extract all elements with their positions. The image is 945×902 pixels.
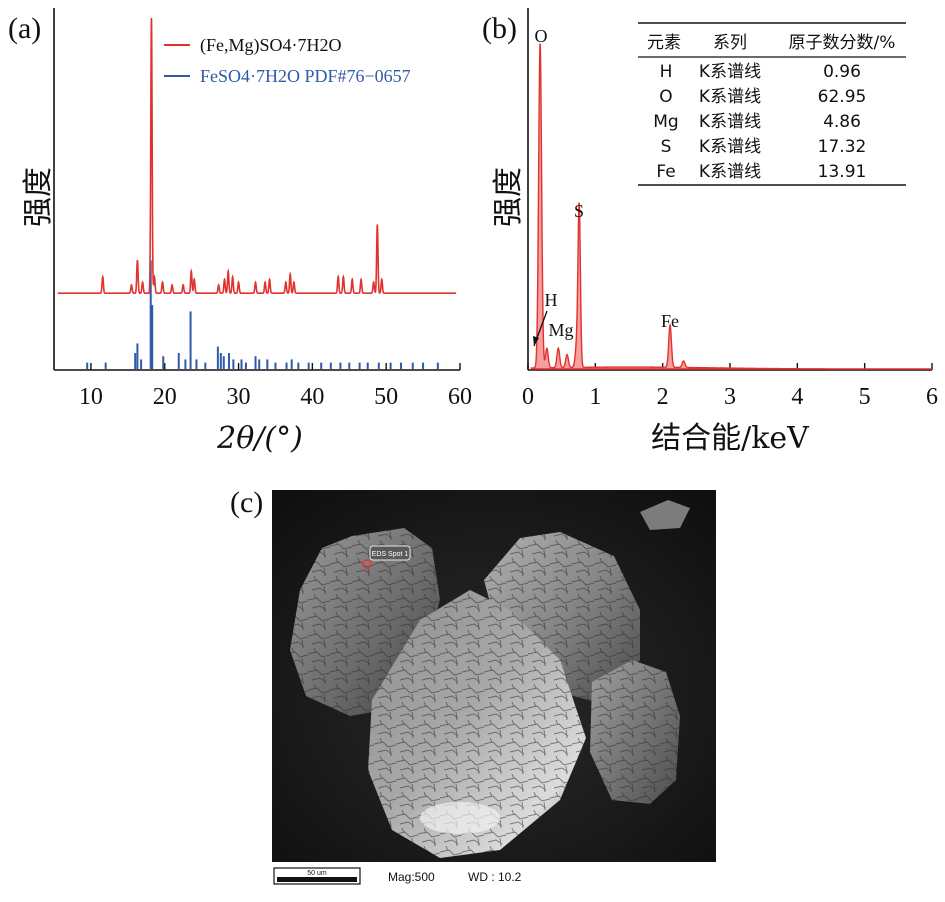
table-header-series: 系列 [713, 33, 747, 53]
sem-particle-right-texture [590, 660, 680, 804]
x-tick-label: 0 [522, 384, 534, 410]
panel-a: (a) 10 20 30 40 50 60 强度 2θ/(°) (Fe,Mg)SO4·7H… [8, 8, 472, 456]
table-cell-element: Fe [656, 162, 675, 182]
eds-spot-marker [362, 559, 372, 569]
x-tick-label: 20 [153, 384, 177, 410]
panel-a-ylabel: 强度 [21, 167, 56, 227]
table-cell-value: 4.86 [823, 112, 861, 132]
table-cell-value: 13.91 [818, 162, 867, 182]
table-cell-element: Mg [653, 112, 678, 132]
table-cell-series: K系谱线 [699, 137, 761, 157]
x-tick-label: 6 [926, 384, 938, 410]
table-cell-value: 17.32 [818, 137, 867, 157]
panel-b-label: (b) [482, 12, 517, 45]
table-row: Fe K系谱线 13.91 [656, 162, 866, 182]
table-cell-element: O [659, 87, 672, 107]
sem-highlight [420, 802, 500, 834]
panel-b: (b) 0 1 2 3 4 5 6 强度 结合能/keV O S H Mg Fe 元素 系列… [482, 8, 938, 456]
sem-particle-fragment [640, 500, 690, 530]
panel-b-xlabel: 结合能/keV [651, 421, 810, 456]
table-cell-series: K系谱线 [699, 162, 761, 182]
panel-a-x-ticks: 10 20 30 40 50 60 [79, 363, 472, 410]
panel-a-reference-sticks [86, 260, 439, 369]
peak-label-mg: Mg [548, 320, 573, 340]
panel-a-xlabel: 2θ/(°) [216, 421, 303, 456]
table-cell-element: S [661, 137, 672, 157]
x-tick-label: 40 [300, 384, 324, 410]
x-tick-label: 4 [791, 384, 803, 410]
panel-b-ylabel: 强度 [491, 167, 526, 227]
scale-bar-label: 50 um [307, 870, 327, 877]
table-row: O K系谱线 62.95 [659, 87, 866, 107]
table-row: Mg K系谱线 4.86 [653, 112, 861, 132]
panel-a-legend: (Fe,Mg)SO4·7H2O FeSO4·7H2O PDF#76−0657 [164, 35, 411, 86]
x-tick-label: 50 [374, 384, 398, 410]
legend-label-sample: (Fe,Mg)SO4·7H2O [200, 35, 342, 56]
sem-magnification: Mag:500 [388, 870, 435, 884]
composition-table: 元素 系列 原子数分数/% H K系谱线 0.96 O K系谱线 62.95 M… [638, 22, 906, 186]
table-row: H K系谱线 0.96 [660, 62, 861, 82]
x-tick-label: 3 [724, 384, 736, 410]
x-tick-label: 5 [859, 384, 871, 410]
sem-particle-front-texture [368, 590, 586, 858]
table-cell-series: K系谱线 [699, 87, 761, 107]
peak-label-s: S [574, 201, 584, 221]
x-tick-label: 30 [227, 384, 251, 410]
peak-label-fe: Fe [661, 311, 679, 331]
panel-c: (c) [230, 486, 716, 890]
legend-label-reference: FeSO4·7H2O PDF#76−0657 [200, 66, 411, 86]
table-header-fraction: 原子数分数/% [789, 33, 896, 53]
table-header-element: 元素 [647, 33, 681, 53]
peak-label-h: H [545, 290, 558, 310]
table-row: S K系谱线 17.32 [661, 137, 867, 157]
x-tick-label: 10 [79, 384, 103, 410]
eds-spot-tag [369, 545, 411, 561]
x-tick-label: 1 [589, 384, 601, 410]
panel-a-sample-line [57, 17, 457, 294]
table-cell-value: 62.95 [818, 87, 867, 107]
panel-a-label: (a) [8, 12, 41, 45]
table-cell-element: H [660, 62, 673, 82]
table-cell-series: K系谱线 [699, 112, 761, 132]
peak-h-arrowhead [533, 336, 539, 346]
peak-label-o: O [535, 26, 548, 46]
x-tick-label: 60 [448, 384, 472, 410]
panel-b-spectrum [530, 43, 932, 370]
eds-spot-label: EDS Spot 1 [372, 551, 409, 558]
x-tick-label: 2 [657, 384, 669, 410]
sem-working-distance: WD : 10.2 [468, 870, 522, 884]
table-cell-value: 0.96 [823, 62, 861, 82]
table-cell-series: K系谱线 [699, 62, 761, 82]
scale-bar [277, 877, 357, 882]
panel-c-label: (c) [230, 486, 263, 519]
